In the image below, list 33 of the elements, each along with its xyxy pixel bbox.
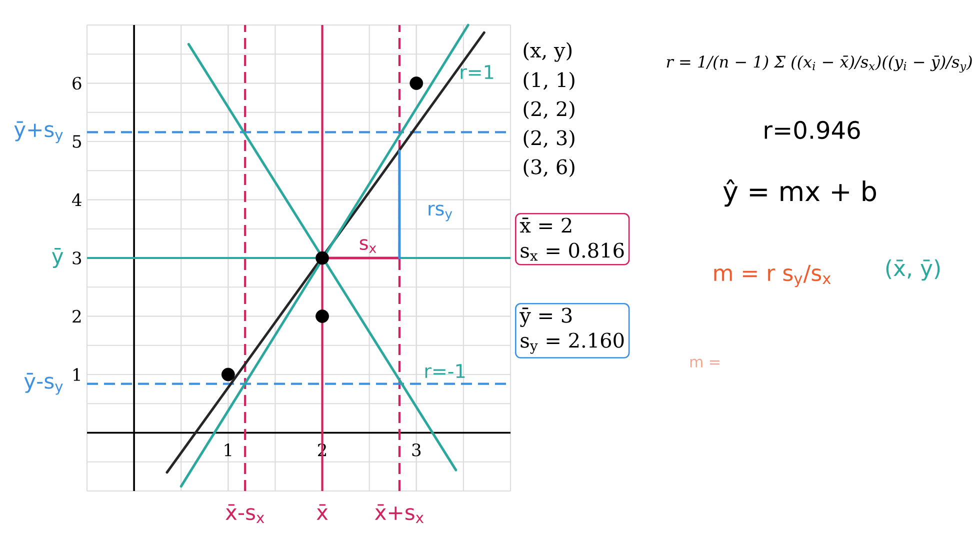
text: ȳ = 3 (520, 308, 572, 327)
text: (3, 6) (524, 158, 574, 178)
ref-line-label: ȳ-s$_{y}$ (24, 372, 63, 395)
y-tick-label: 6 (72, 76, 82, 90)
ref-line-label: x̄ (316, 504, 328, 520)
text: s$_{x}$ = 0.816 (520, 242, 624, 261)
ref-line-label: x̄-s$_{x}$ (226, 504, 264, 523)
text: r=0.946 (764, 120, 860, 140)
x-tick-label: 1 (224, 443, 232, 456)
text: r = 1/(n − 1) Σ ((x$_{i}$ − x̄)/s$_{x}$)((y$_{i}$ − ȳ)/s$_{y}$) (666, 55, 972, 73)
annotation: rs$_{y}$ (428, 204, 452, 222)
text: s$_{y}$ = 2.160 (520, 332, 624, 354)
x-tick-label: 3 (412, 443, 421, 456)
y-tick-label: 5 (72, 135, 81, 148)
text: ŷ = mx + b (723, 179, 876, 207)
ref-line-label: ȳ+s$_{y}$ (14, 121, 63, 144)
text: x̄ = 2 (520, 218, 572, 233)
text: (x̄, ȳ) (886, 259, 940, 281)
y-tick-label: 2 (72, 310, 81, 323)
y-tick-label: 3 (72, 252, 82, 264)
annotation: r=-1 (425, 364, 465, 378)
ref-line-label: x̄+s$_{x}$ (374, 504, 424, 523)
text: (1, 1) (524, 72, 574, 90)
ref-line-label: ȳ (52, 248, 64, 268)
y-tick-label: 4 (72, 193, 82, 206)
text: m = r s$_{y}$/s$_{x}$ (714, 264, 831, 288)
annotation: s$_{x}$ (360, 239, 376, 253)
text: (x, y) (524, 42, 572, 62)
annotation: r=1 (460, 65, 494, 79)
text: (2, 3) (524, 130, 574, 148)
y-tick-label: 1 (74, 368, 80, 381)
text: m = (690, 358, 720, 368)
text: (2, 2) (524, 100, 574, 120)
